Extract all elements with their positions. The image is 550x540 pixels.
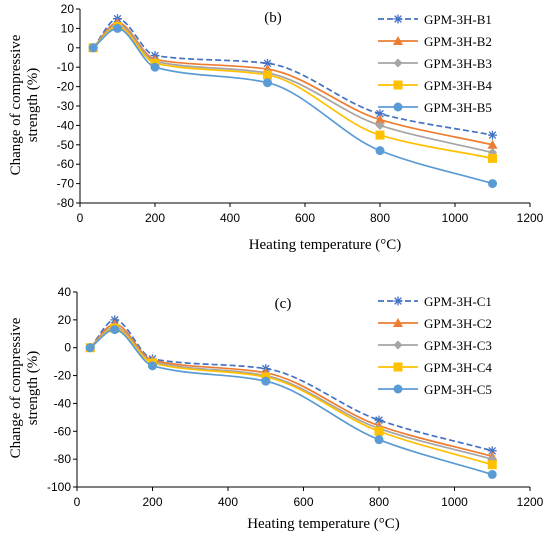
legend-marker (393, 296, 403, 306)
data-point (113, 23, 122, 33)
x-tick-label: 0 (74, 495, 81, 509)
legend: GPM-3H-B1 GPM-3H-B2 GPM-3H-B3 GPM-3H-B4 GPM-… (378, 12, 492, 115)
data-point (148, 361, 157, 371)
x-axis-title: Heating temperature (°C) (247, 516, 400, 532)
data-point (375, 146, 385, 156)
data-point (487, 460, 497, 470)
y-axis-title-line: strength (%) (25, 68, 41, 143)
y-tick-label: -10 (57, 60, 75, 74)
y-tick-label: -40 (54, 396, 72, 410)
x-tick-label: 1200 (517, 495, 544, 509)
legend-label: GPM-3H-C4 (424, 360, 492, 375)
y-tick-label: -80 (57, 196, 75, 210)
y-tick-label: -100 (47, 480, 71, 494)
data-point (487, 139, 498, 149)
y-tick-label: -20 (57, 80, 75, 94)
x-tick-label: 800 (369, 495, 389, 509)
legend-label: GPM-3H-B3 (424, 56, 492, 71)
x-tick-label: 1000 (441, 495, 468, 509)
data-point (487, 469, 497, 479)
x-tick-label: 600 (293, 495, 313, 509)
data-point (375, 120, 385, 130)
data-point (88, 43, 98, 53)
legend-marker (393, 340, 403, 350)
legend: GPM-3H-C1 GPM-3H-C2 GPM-3H-C3 GPM-3H-C4 GPM-… (378, 294, 492, 397)
legend-label: GPM-3H-B1 (424, 12, 492, 27)
y-tick-label: 20 (58, 313, 72, 327)
legend-marker (393, 80, 403, 90)
legend-marker (393, 14, 403, 24)
y-axis-title: Change of compressivestrength (%) (8, 317, 41, 458)
y-tick-label: -70 (57, 177, 75, 191)
y-tick-label: 20 (61, 2, 75, 16)
x-tick-label: 400 (220, 211, 240, 225)
data-point (261, 376, 271, 386)
data-point (85, 343, 95, 353)
series-GPM-3H-B5 (88, 23, 497, 189)
data-point (375, 114, 385, 124)
legend-label: GPM-3H-C2 (424, 316, 492, 331)
x-tick-label: 1000 (442, 211, 469, 225)
panel-label: (b) (264, 10, 282, 26)
y-tick-label: -50 (57, 138, 75, 152)
legend-marker (393, 36, 403, 45)
x-tick-label: 200 (145, 211, 165, 225)
x-tick-label: 200 (142, 495, 162, 509)
y-tick-label: 0 (67, 41, 74, 55)
y-tick-label: -40 (57, 118, 75, 132)
data-point (263, 70, 272, 80)
x-tick-label: 1200 (517, 211, 544, 225)
legend-marker (393, 58, 403, 68)
panel-label: (c) (275, 296, 292, 312)
x-tick-label: 0 (77, 211, 84, 225)
legend-label: GPM-3H-B4 (424, 78, 492, 93)
legend-label: GPM-3H-C5 (424, 382, 492, 397)
legend-marker (393, 384, 403, 394)
legend-label: GPM-3H-B2 (424, 34, 492, 49)
y-tick-label: -60 (57, 157, 75, 171)
data-point (374, 426, 384, 436)
legend-label: GPM-3H-C3 (424, 338, 492, 353)
legend-label: GPM-3H-C1 (424, 294, 492, 309)
legend-marker (393, 102, 403, 112)
legend-marker (393, 318, 403, 327)
y-tick-label: -80 (54, 452, 72, 466)
x-tick-label: 800 (370, 211, 390, 225)
y-axis-title-line: strength (%) (25, 351, 41, 426)
y-axis-title-line: Change of compressive (8, 317, 24, 458)
y-tick-label: -20 (54, 369, 72, 383)
data-point (263, 58, 272, 68)
y-tick-label: -60 (54, 424, 72, 438)
y-tick-label: 10 (61, 21, 75, 35)
data-point (488, 153, 497, 163)
data-point (488, 130, 497, 140)
y-axis-title: Change of compressivestrength (%) (8, 34, 41, 175)
data-point (150, 62, 160, 72)
x-axis-title: Heating temperature (°C) (249, 237, 402, 253)
data-point (375, 130, 385, 140)
y-tick-label: -30 (57, 99, 75, 113)
data-point (488, 179, 497, 189)
series-GPM-3H-C5 (85, 325, 497, 479)
legend-label: GPM-3H-B5 (424, 100, 492, 115)
data-point (487, 446, 497, 456)
y-tick-label: 40 (58, 285, 72, 299)
data-point (263, 78, 272, 88)
data-point (374, 415, 384, 425)
data-point (375, 109, 385, 119)
x-tick-label: 400 (218, 495, 238, 509)
data-point (110, 325, 120, 335)
x-tick-label: 600 (295, 211, 315, 225)
y-axis-title-line: Change of compressive (8, 34, 24, 175)
data-point (374, 435, 384, 445)
y-tick-label: 0 (64, 341, 71, 355)
legend-marker (393, 362, 403, 372)
